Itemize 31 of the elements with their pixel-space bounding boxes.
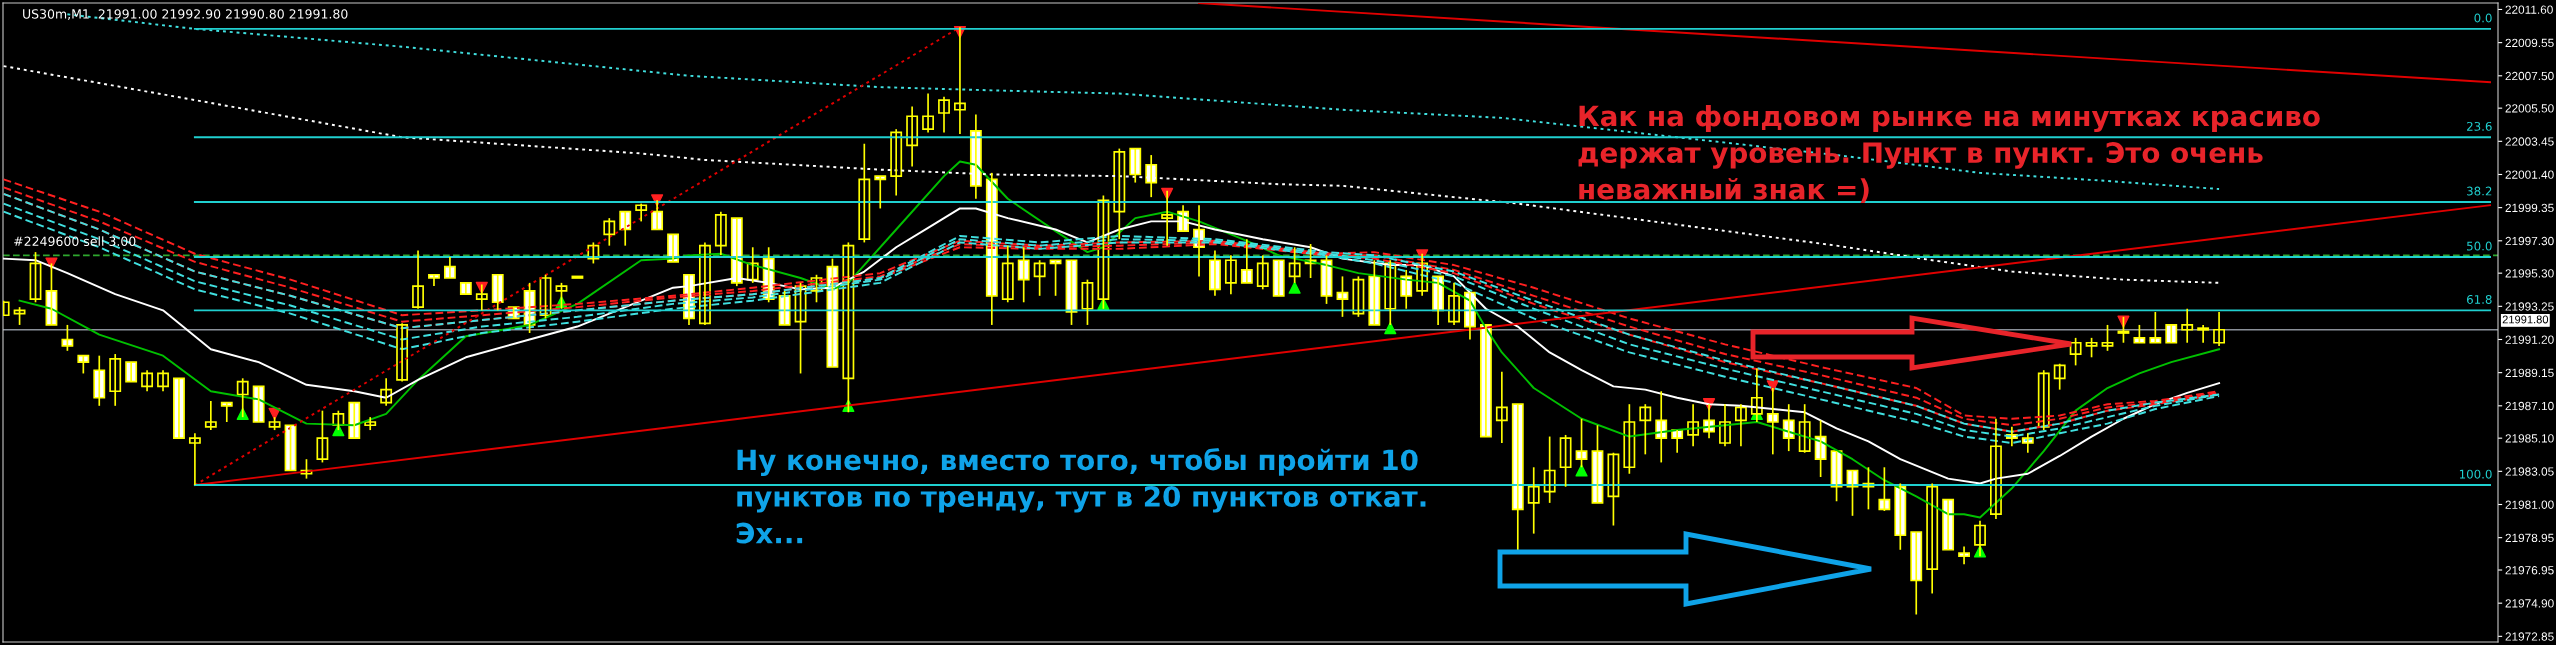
series-label: 0.0 xyxy=(2474,13,2492,23)
y-tick-label: 21995.30 xyxy=(2505,269,2554,278)
series-label: 50.0 xyxy=(2467,241,2492,251)
ref-line-label: #2249600 sell 3.00 xyxy=(14,236,136,246)
y-tick-label: 21999.35 xyxy=(2505,203,2554,213)
series-label: 61.8 xyxy=(2466,294,2492,304)
y-tick-label: 21974.90 xyxy=(2505,599,2554,608)
y-tick-label: 21983.05 xyxy=(2505,467,2554,476)
annotation: Как на фондовом рынке на минутках красиво держат уровень. Пункт в пункт. Это очень неважный знак =) xyxy=(1578,105,2320,203)
y-tick-label: 21981.00 xyxy=(2505,500,2554,509)
y-tick-label: 22003.45 xyxy=(2505,137,2554,146)
y-tick-label: 21993.25 xyxy=(2505,302,2554,311)
y-tick-label: 21976.95 xyxy=(2505,566,2554,575)
series-label: 100.0 xyxy=(2459,469,2492,479)
series-label: 23.6 xyxy=(2467,121,2492,131)
series-label: 38.2 xyxy=(2467,186,2492,196)
y-tick-label: 21978.95 xyxy=(2505,533,2554,543)
y-tick-label: 21997.30 xyxy=(2505,236,2554,246)
y-tick-label: 21991.20 xyxy=(2505,335,2554,344)
y-tick-label: 22005.50 xyxy=(2505,104,2554,113)
y-tick-label: 21985.10 xyxy=(2505,434,2554,443)
y-tick-label: 22001.40 xyxy=(2505,170,2554,179)
y-tick-label: 22011.60 xyxy=(2505,5,2553,14)
annotation: Ну конечно, вместо того, чтобы пройти 10 пунктов по тренду, тут в 20 пунктов откат. Эх... xyxy=(736,448,1426,544)
y-tick-label: 22007.50 xyxy=(2505,71,2554,81)
y-tick-label: 21972.85 xyxy=(2505,632,2554,641)
y-tick-label: 21989.15 xyxy=(2505,368,2554,378)
ref-line-label: 21991.80 xyxy=(2502,315,2549,324)
y-tick-label: 21987.10 xyxy=(2505,401,2554,411)
y-tick-label: 22009.55 xyxy=(2505,38,2554,48)
chart-title: US30m,M1 21991.00 21992.90 21990.80 21991.80 xyxy=(23,9,348,20)
